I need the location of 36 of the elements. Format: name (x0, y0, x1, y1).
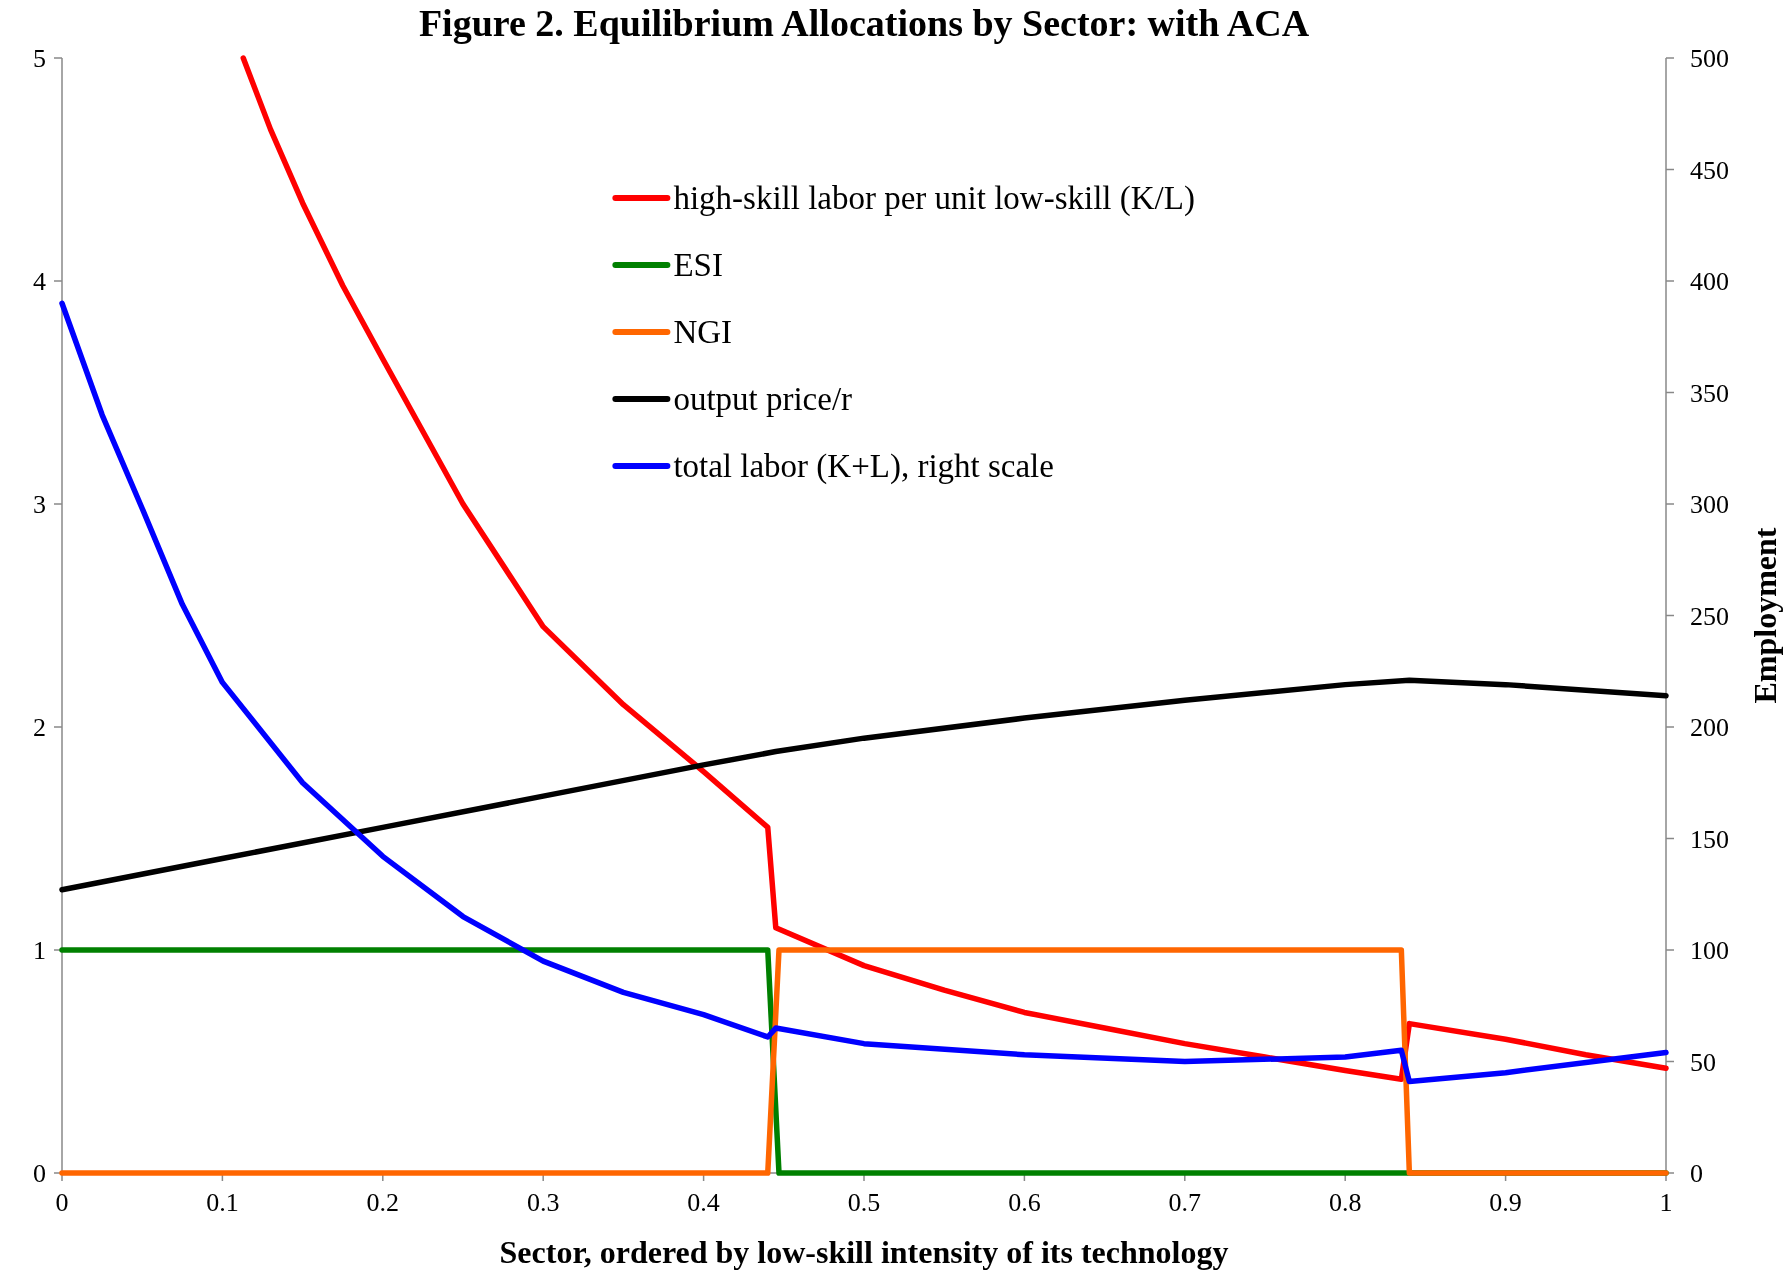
x-tick-label: 0 (55, 1188, 69, 1217)
y2-tick-label: 100 (1690, 936, 1729, 965)
x-tick-label: 0.5 (847, 1188, 881, 1217)
y-tick-label: 1 (33, 936, 46, 965)
y2-tick-label: 150 (1690, 824, 1729, 854)
y-tick-label: 4 (33, 267, 46, 296)
x-tick-label: 1 (1659, 1188, 1673, 1217)
x-axis-title: Sector, ordered by low-skill intensity of its technology (499, 1234, 1229, 1270)
legend-label: ESI (673, 247, 723, 283)
x-tick-label: 0.6 (1008, 1188, 1041, 1217)
y2-tick-label: 350 (1690, 378, 1729, 408)
x-tick-label: 0.7 (1168, 1188, 1202, 1217)
x-tick-label: 0.1 (206, 1188, 239, 1217)
y2-tick-label: 500 (1690, 44, 1729, 73)
legend-label: NGI (673, 314, 733, 350)
x-tick-label: 0.4 (687, 1188, 720, 1217)
x-tick-label: 0.3 (526, 1188, 560, 1217)
x-tick-label: 0.9 (1489, 1188, 1522, 1217)
y-tick-label: 3 (33, 490, 46, 519)
y-tick-label: 0 (33, 1159, 46, 1188)
y2-tick-label: 250 (1690, 601, 1729, 631)
x-tick-label: 0.8 (1328, 1188, 1362, 1217)
legend-label: high-skill labor per unit low-skill (K/L) (673, 180, 1195, 217)
y-tick-label: 5 (33, 44, 46, 73)
y2-tick-label: 400 (1690, 267, 1729, 296)
y2-tick-label: 300 (1690, 490, 1729, 519)
y2-tick-label: 50 (1690, 1047, 1716, 1077)
legend-label: total labor (K+L), right scale (673, 448, 1054, 485)
legend-label: output price/r (673, 381, 853, 417)
y2-tick-label: 200 (1690, 713, 1729, 742)
y2-tick-label: 0 (1690, 1159, 1703, 1188)
y2-axis-title: Employment (1747, 527, 1783, 704)
x-tick-label: 0.2 (366, 1188, 400, 1217)
chart-title: Figure 2. Equilibrium Allocations by Sector: with ACA (418, 2, 1310, 44)
y-tick-label: 2 (33, 713, 46, 742)
y2-tick-label: 450 (1690, 155, 1729, 185)
